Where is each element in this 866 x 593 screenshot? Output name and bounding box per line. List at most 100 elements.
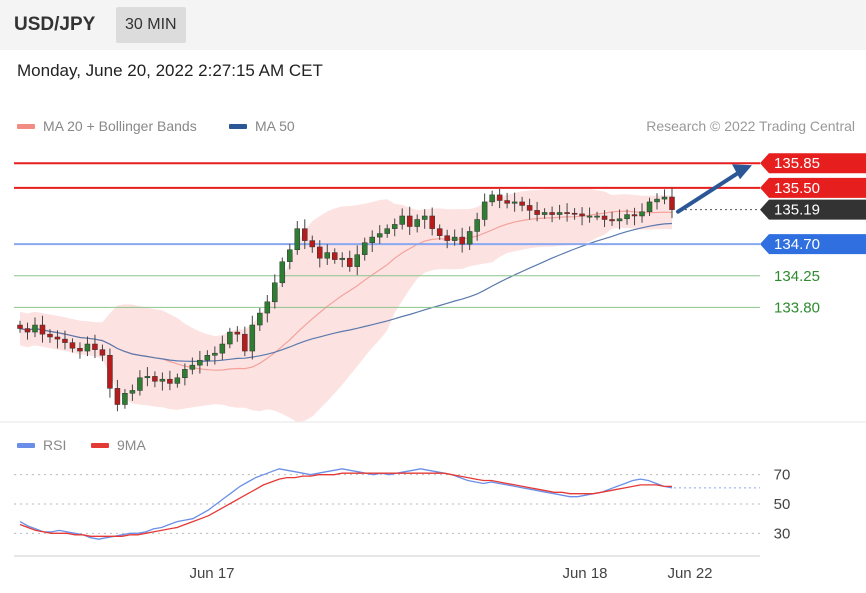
level-tag-shape — [760, 234, 866, 255]
candle-body — [639, 211, 645, 217]
candle-body — [384, 228, 390, 234]
x-tick-label: Jun 17 — [189, 565, 234, 582]
candle-body — [279, 261, 286, 284]
candle-body — [586, 215, 593, 218]
candle-body — [114, 388, 121, 405]
candle-body — [354, 254, 360, 267]
candle-body — [451, 236, 458, 241]
candle-body — [219, 343, 226, 354]
x-tick-label: Jun 22 — [667, 565, 712, 582]
candle-body — [556, 212, 563, 215]
rsi-tick-label: 30 — [774, 525, 791, 542]
forecast-arrow — [676, 167, 746, 214]
candle-body — [249, 324, 256, 352]
rsi-ma9-line — [19, 472, 672, 537]
candle-body — [197, 359, 203, 366]
candle-body — [624, 214, 630, 220]
candle-body — [39, 324, 46, 335]
candle-body — [309, 240, 316, 248]
candle-body — [84, 343, 91, 352]
candle-body — [504, 200, 510, 204]
candle-body — [257, 312, 263, 326]
ma50-line — [19, 222, 673, 362]
candle-body — [654, 198, 660, 203]
legend-ma50: MA 50 — [229, 118, 295, 134]
symbol-title: USD/JPY — [14, 14, 96, 35]
candle-body — [489, 194, 495, 203]
resistance-tag: 135.50 — [760, 177, 866, 198]
legend-rsi: RSI — [17, 437, 66, 453]
candle-body — [332, 252, 338, 260]
rsi-swatch — [17, 442, 35, 448]
level-label: 135.19 — [774, 202, 820, 219]
candle-body — [189, 364, 196, 370]
rsi-label: RSI — [43, 437, 67, 453]
candle-body — [152, 376, 158, 382]
candle-body — [421, 215, 428, 220]
candles — [17, 187, 675, 412]
candle-body — [324, 252, 331, 259]
pivot-tag: 134.70 — [760, 234, 866, 255]
ma20-label: MA 20 + Bollinger Bands — [43, 118, 197, 134]
candle-body — [17, 324, 23, 329]
candle-body — [594, 215, 600, 218]
candle-body — [496, 194, 503, 201]
candle-body — [429, 215, 435, 229]
candle-body — [571, 212, 578, 215]
candle-body — [369, 236, 375, 243]
timeframe-button[interactable]: 30 MIN — [116, 7, 186, 43]
candle-body — [511, 201, 518, 204]
candle-body — [234, 331, 241, 335]
candle-body — [69, 342, 76, 349]
candle-body — [406, 215, 413, 227]
legend-ma20: MA 20 + Bollinger Bands — [17, 118, 197, 134]
candle-body — [272, 282, 278, 303]
candle-body — [294, 228, 301, 250]
candle-body — [564, 212, 570, 214]
ma9-swatch — [91, 442, 109, 448]
candle-body — [466, 231, 473, 245]
candle-body — [339, 257, 346, 260]
candle-body — [317, 246, 323, 259]
legend-9ma: 9MA — [91, 437, 146, 453]
candle-body — [54, 336, 61, 340]
level-label: 133.80 — [774, 299, 820, 316]
candle-body — [174, 377, 181, 384]
candle-body — [414, 219, 420, 227]
level-label: 135.50 — [774, 180, 820, 197]
candle-body — [579, 213, 585, 217]
level-label: 134.70 — [774, 236, 820, 253]
candle-body — [444, 235, 450, 241]
current-price-tag: 135.19 — [760, 199, 866, 220]
candle-body — [167, 378, 173, 384]
candle-body — [526, 205, 533, 211]
candle-body — [646, 201, 653, 213]
candle-body — [24, 328, 31, 333]
candle-body — [227, 331, 233, 345]
ma50-swatch — [229, 123, 247, 129]
candle-body — [77, 347, 83, 352]
x-tick-label: Jun 18 — [562, 565, 607, 582]
candle-body — [361, 242, 368, 255]
candle-body — [107, 355, 113, 389]
candle-body — [182, 369, 188, 379]
candle-body — [159, 378, 166, 382]
candle-body — [32, 324, 38, 333]
rsi-tick-label: 50 — [774, 496, 791, 513]
candle-body — [99, 349, 106, 356]
candle-body — [287, 249, 293, 262]
candle-body — [346, 257, 353, 267]
rsi-tick-label: 70 — [774, 467, 791, 484]
research-credit: Research © 2022 Trading Central — [646, 118, 855, 134]
candle-body — [399, 215, 405, 225]
ma9-label: 9MA — [117, 437, 146, 453]
resistance-tag: 135.85 — [760, 153, 866, 174]
candle-body — [204, 355, 211, 361]
candle-body — [661, 196, 668, 200]
candle-body — [519, 201, 525, 206]
candle-body — [129, 390, 136, 394]
candle-body — [541, 212, 548, 215]
candle-body — [391, 224, 398, 229]
candle-body — [534, 210, 540, 215]
ma50-label: MA 50 — [255, 118, 295, 134]
